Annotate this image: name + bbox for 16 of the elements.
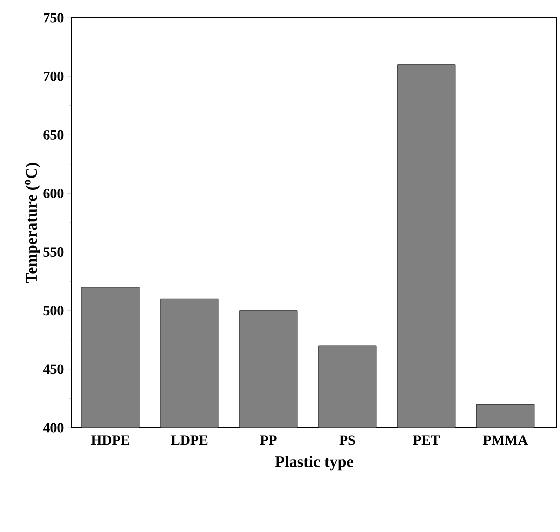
y-tick-label: 450 (43, 364, 64, 374)
x-tick-label: LDPE (171, 436, 208, 445)
x-tick-label: PP (260, 436, 277, 445)
x-axis-title: Plastic type (275, 456, 354, 471)
y-tick-label: 500 (44, 306, 64, 316)
y-tick-label: 700 (44, 72, 64, 82)
x-tick-label: HDPE (92, 436, 130, 445)
y-tick-label: 650 (44, 130, 64, 140)
x-tick-label: PMMA (483, 436, 528, 446)
x-tick-label: PS (340, 436, 356, 446)
y-tick-label: 550 (44, 248, 64, 258)
y-tick-label: 400 (43, 423, 64, 433)
y-tick-label: 600 (44, 188, 64, 198)
y-axis-title: Temperature ($^{o}$C) (25, 163, 40, 284)
y-tick-label: 750 (44, 13, 64, 23)
x-tick-label: PET (413, 436, 440, 445)
